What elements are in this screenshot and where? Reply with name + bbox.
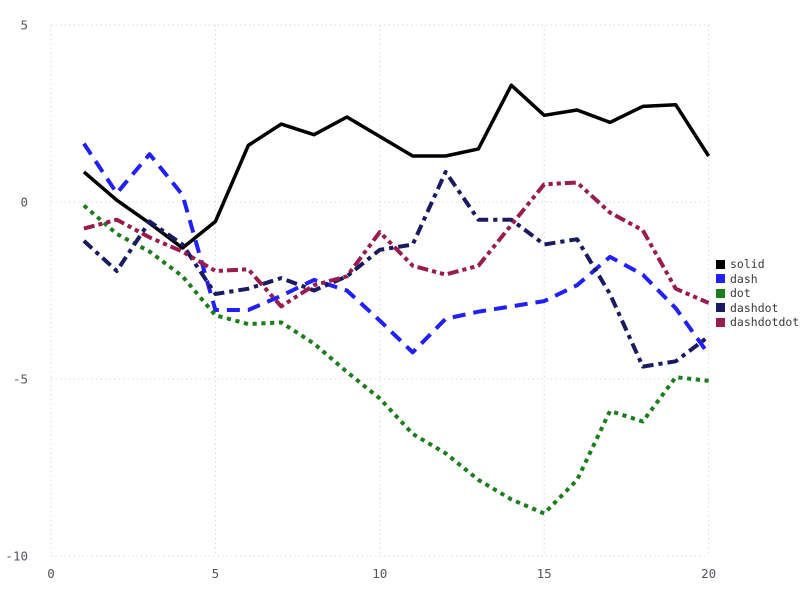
legend-label-dashdot: dashdot [730, 300, 779, 315]
legend-label-dot: dot [730, 286, 751, 301]
legend-swatch-solid [716, 259, 725, 269]
legend-swatch-dashdot [716, 303, 725, 313]
legend-label-solid: solid [730, 257, 765, 271]
legend-item-dashdotdot: dashdotdot [716, 316, 799, 328]
legend-item-solid: solid [716, 258, 799, 270]
legend: solid dash dot dashdot dashdotdot [716, 258, 799, 328]
series-line-solid [82, 83, 711, 250]
legend-item-dashdot: dashdot [716, 302, 799, 314]
series-line-dash [82, 142, 711, 356]
series-line-dashdotdot [83, 180, 710, 309]
legend-swatch-dashdotdot [716, 317, 725, 327]
x-tick-label-20: 20 [701, 566, 716, 581]
legend-item-dot: dot [716, 287, 799, 299]
legend-item-dash: dash [716, 273, 799, 285]
y-tick-label-0: 0 [20, 195, 28, 210]
y-tick-label-5: 5 [20, 18, 28, 33]
x-tick-label-5: 5 [212, 566, 220, 581]
y-tick-label--5: -5 [13, 372, 28, 387]
legend-label-dash: dash [730, 271, 758, 286]
x-tick-label-0: 0 [47, 566, 55, 581]
legend-label-dashdotdot: dashdotdot [730, 315, 800, 330]
series-line-dot [82, 203, 709, 516]
x-tick-label-10: 10 [372, 566, 387, 581]
legend-swatch-dash [716, 274, 725, 284]
y-tick-label--10: -10 [5, 549, 28, 564]
legend-swatch-dot [716, 288, 725, 298]
x-tick-label-15: 15 [537, 566, 552, 581]
